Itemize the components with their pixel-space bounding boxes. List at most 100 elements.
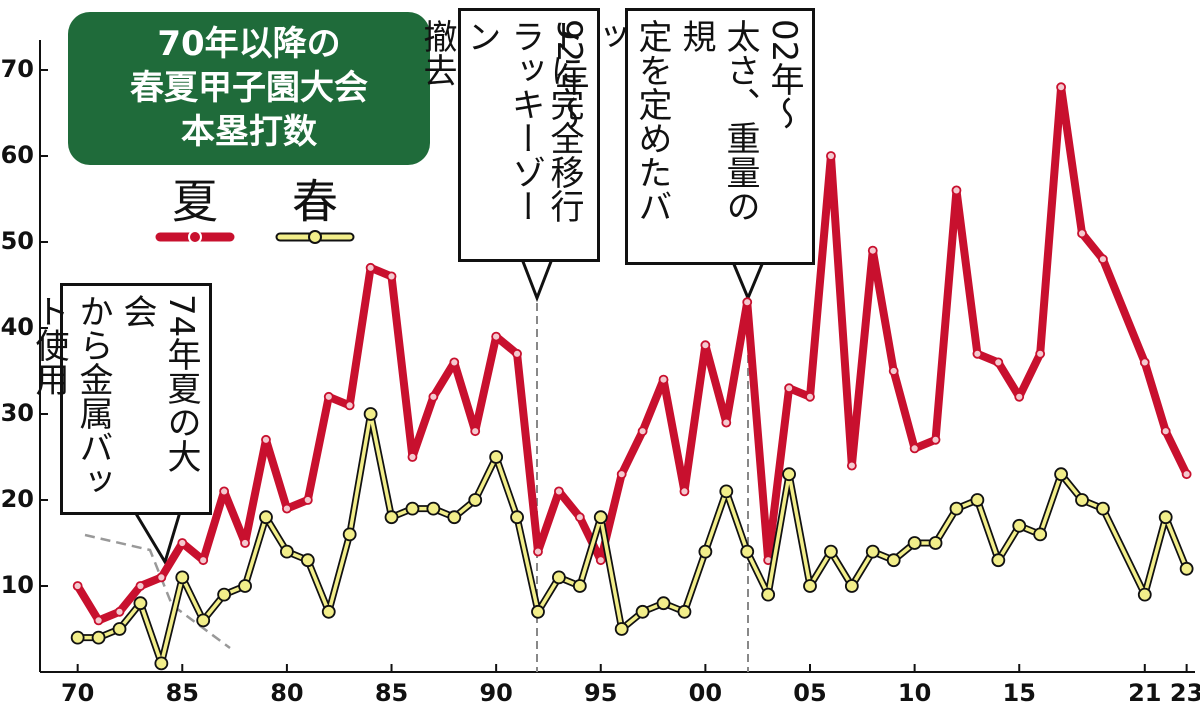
data-point <box>700 340 711 351</box>
data-point <box>826 151 836 161</box>
data-point <box>365 262 376 273</box>
data-point <box>930 434 941 445</box>
data-point <box>261 434 271 445</box>
y-tick-label: 10 <box>1 571 34 599</box>
data-point <box>635 604 650 619</box>
data-point <box>907 536 922 550</box>
title-line: 70年以降の <box>157 24 341 64</box>
data-point <box>156 572 167 583</box>
callout: 74年夏の大会 から金属バッ ト使用 <box>29 283 212 515</box>
data-point <box>302 495 313 505</box>
legend-item <box>275 230 355 244</box>
x-tick-label: 00 <box>689 679 722 707</box>
x-tick-label: 05 <box>793 679 826 707</box>
x-tick-label: 85 <box>375 679 408 707</box>
data-point <box>363 407 378 421</box>
callout: 02年～ 太さ、重量の規 定を定めたバッ トに完全移行 <box>544 8 815 265</box>
data-point <box>949 501 964 516</box>
data-point <box>175 570 190 585</box>
y-tick-label: 50 <box>1 227 34 255</box>
data-point <box>846 460 857 471</box>
callout-line: トに完全移行 <box>544 19 584 223</box>
x-tick-label: 80 <box>270 679 303 707</box>
data-point <box>824 544 838 559</box>
data-point <box>428 391 439 402</box>
data-point <box>595 555 606 566</box>
callout-line: 定を定めたバッ <box>588 19 672 223</box>
callout-line: ト使用 <box>29 294 69 396</box>
data-point <box>1179 561 1194 576</box>
data-point <box>888 366 899 376</box>
x-tick-label: 23 <box>1170 679 1200 707</box>
data-point <box>323 391 334 402</box>
data-point <box>886 553 901 568</box>
data-point <box>342 527 357 542</box>
legend-label: 春 <box>292 175 338 229</box>
data-point <box>554 486 564 497</box>
x-tick-label: 70 <box>61 679 94 707</box>
data-point <box>1012 518 1027 533</box>
data-point <box>1035 348 1046 359</box>
data-point <box>909 443 920 454</box>
data-point <box>805 391 815 402</box>
data-point <box>1160 426 1171 437</box>
data-point <box>114 606 125 617</box>
data-point <box>721 417 732 428</box>
callout-line: 74年夏の大会 <box>117 294 201 474</box>
x-tick-label: 10 <box>898 679 931 707</box>
data-point <box>1098 254 1108 265</box>
data-point <box>135 581 146 591</box>
callout-pointer <box>133 511 182 566</box>
data-point <box>259 510 273 525</box>
data-point <box>719 484 734 499</box>
data-point <box>928 536 943 550</box>
data-point <box>1181 469 1192 480</box>
callout-line: から金属バッ <box>73 294 113 498</box>
data-point <box>510 510 524 525</box>
data-point <box>1139 357 1150 368</box>
data-point <box>593 510 608 525</box>
data-point <box>72 581 83 591</box>
data-point <box>531 604 545 619</box>
data-point <box>761 587 776 602</box>
legend-label: 夏 <box>172 175 218 229</box>
callout: 92年～ ラッキーゾーン 撤去 <box>417 8 600 262</box>
data-point <box>196 613 211 628</box>
data-point <box>865 544 880 559</box>
data-point <box>219 486 230 497</box>
data-point <box>616 469 627 480</box>
data-point <box>658 374 669 385</box>
title-line: 本塁打数 <box>181 112 317 152</box>
data-point <box>784 383 794 394</box>
title-box: 70年以降の 春夏甲子園大会 本塁打数 <box>68 12 430 165</box>
x-tick-label: 21 <box>1128 679 1161 707</box>
x-tick-label: 15 <box>1003 679 1036 707</box>
data-point <box>844 579 859 593</box>
data-point <box>1158 510 1173 525</box>
data-point <box>574 512 585 523</box>
data-point <box>112 622 127 636</box>
data-point <box>1096 501 1110 516</box>
data-point <box>154 656 169 671</box>
callout-line: 02年～ <box>764 19 804 131</box>
data-point <box>803 579 817 593</box>
data-point <box>300 553 315 568</box>
data-point <box>867 245 878 256</box>
callout-pointer <box>520 258 554 303</box>
data-point <box>282 503 292 514</box>
callout-line: ラッキーゾーン <box>461 19 545 223</box>
data-point <box>533 546 543 557</box>
data-point <box>972 348 983 359</box>
data-point <box>1077 228 1087 239</box>
data-point <box>386 271 397 282</box>
x-tick-label: 85 <box>166 679 199 707</box>
data-point <box>512 348 522 359</box>
data-point <box>740 544 755 559</box>
y-tick-label: 30 <box>1 399 34 427</box>
legend-marker <box>188 230 202 244</box>
data-point <box>470 426 481 437</box>
data-point <box>133 596 148 611</box>
data-point <box>93 615 104 626</box>
data-point <box>1054 467 1068 482</box>
